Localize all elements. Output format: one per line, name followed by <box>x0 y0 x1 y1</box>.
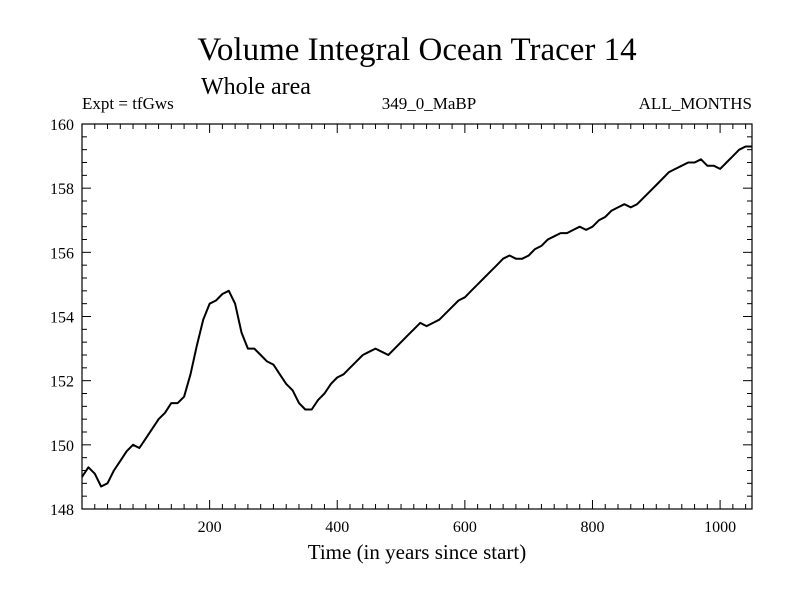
months-label: ALL_MONTHS <box>639 94 752 113</box>
series-line <box>81 145 752 488</box>
plot-frame <box>81 123 753 510</box>
chart-title: Volume Integral Ocean Tracer 14 <box>197 32 636 68</box>
x-tick-label: 1000 <box>704 519 736 536</box>
y-tick-label: 154 <box>50 310 74 327</box>
x-tick-label: 800 <box>580 519 604 536</box>
y-tick-label: 150 <box>50 438 74 455</box>
x-tick-label: 400 <box>325 519 349 536</box>
axis-tick-labels: 200 400 600 800 1000 148 150 152 154 156 158 160 <box>50 117 736 536</box>
y-tick-label: 160 <box>50 117 74 134</box>
x-tick-label: 600 <box>453 519 477 536</box>
y-tick-label: 152 <box>50 374 74 391</box>
period-label: 349_0_MaBP <box>382 94 476 113</box>
x-axis-label: Time (in years since start) <box>308 540 527 564</box>
x-tick-label: 200 <box>198 519 222 536</box>
experiment-label: Expt = tfGws <box>82 94 174 113</box>
axis-ticks <box>82 124 752 509</box>
y-tick-label: 158 <box>50 181 74 198</box>
chart-subtitle: Whole area <box>201 74 311 100</box>
y-tick-label: 148 <box>50 502 74 519</box>
y-tick-label: 156 <box>50 245 74 262</box>
